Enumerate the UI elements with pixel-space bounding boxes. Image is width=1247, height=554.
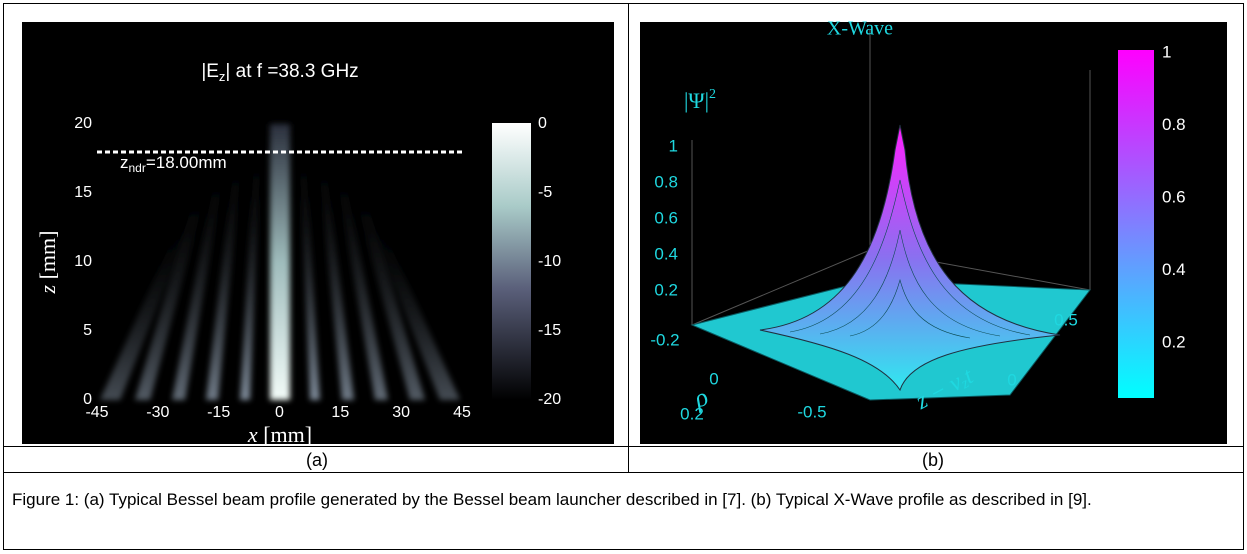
colorbar-tick-label: 0.4 xyxy=(1162,260,1186,279)
beam-pattern xyxy=(100,124,460,400)
panel-b: X-Wave |Ψ|2 -0.2 ρ z − vzt (b) 10.80.60.… xyxy=(640,18,1227,470)
z-tick-label: 0.2 xyxy=(654,280,678,299)
caption: Figure 1: (a) Typical Bessel beam profil… xyxy=(12,490,1092,509)
colorbar xyxy=(492,123,531,400)
rho-tick-label: 0 xyxy=(709,369,718,388)
y-tick-label: 5 xyxy=(83,322,92,339)
y-tick-label: 15 xyxy=(74,184,92,201)
panel-label: (b) xyxy=(922,450,944,470)
z-tick-label: 0.6 xyxy=(654,208,678,227)
x-tick-label: -30 xyxy=(146,404,169,421)
z-tick-label: 0.8 xyxy=(654,172,678,191)
x-tick-label: 15 xyxy=(331,404,349,421)
colorbar-tick-label: -10 xyxy=(538,253,561,270)
x-label: x [mm] xyxy=(247,422,312,447)
z-label: |Ψ|2 xyxy=(684,87,716,113)
colorbar xyxy=(1118,50,1154,398)
panel-a: zndr=18.00mm |Ez| at f =38.3 GHz x [mm] … xyxy=(22,22,614,470)
annotation: zndr=18.00mm xyxy=(120,153,227,175)
colorbar-tick-label: 0.6 xyxy=(1162,187,1186,206)
z-tick-label: 1 xyxy=(669,136,678,155)
x-tick-label: 45 xyxy=(453,404,471,421)
x-tick-label: 0 xyxy=(275,404,284,421)
colorbar-tick-label: -5 xyxy=(538,184,552,201)
panel-label: (a) xyxy=(306,450,328,470)
x-tick-label: 30 xyxy=(392,404,410,421)
table-border xyxy=(3,3,1244,550)
x-tick-label: -45 xyxy=(85,404,108,421)
y-tick-label: 10 xyxy=(74,253,92,270)
colorbar-tick-label: -20 xyxy=(538,391,561,408)
z-tick-label: -0.2 xyxy=(650,330,679,349)
panel-title: |Ez| at f =38.3 GHz xyxy=(201,61,358,84)
rho-tick-label: 0.2 xyxy=(680,404,704,423)
colorbar-tick-label: -15 xyxy=(538,322,561,339)
y-tick-label: 0 xyxy=(83,391,92,408)
t-tick-label: 0.5 xyxy=(1054,310,1078,329)
y-label: z [mm] xyxy=(35,231,60,295)
z-tick-label: 0.4 xyxy=(654,244,678,263)
x-tick-label: -15 xyxy=(207,404,230,421)
panel-title: X-Wave xyxy=(827,18,893,40)
t-tick-label: -0.5 xyxy=(797,402,826,421)
surface-mesh xyxy=(789,179,1031,339)
colorbar-tick-label: 1 xyxy=(1162,42,1171,61)
colorbar-tick-label: 0.2 xyxy=(1162,332,1186,351)
colorbar-tick-label: 0.8 xyxy=(1162,115,1186,134)
y-tick-label: 20 xyxy=(74,115,92,132)
surface-peak xyxy=(759,124,1061,392)
t-tick-label: 0 xyxy=(1007,370,1016,389)
colorbar-tick-label: 0 xyxy=(538,115,547,132)
